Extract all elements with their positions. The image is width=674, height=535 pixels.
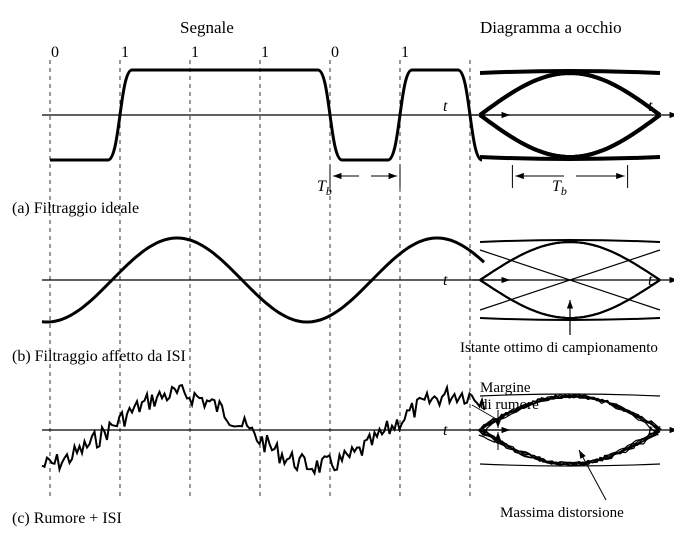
figure: Segnale Diagramma a occhio 0 1 1 1 0 1 (…: [0, 0, 674, 535]
drawing-layer: [0, 0, 674, 535]
